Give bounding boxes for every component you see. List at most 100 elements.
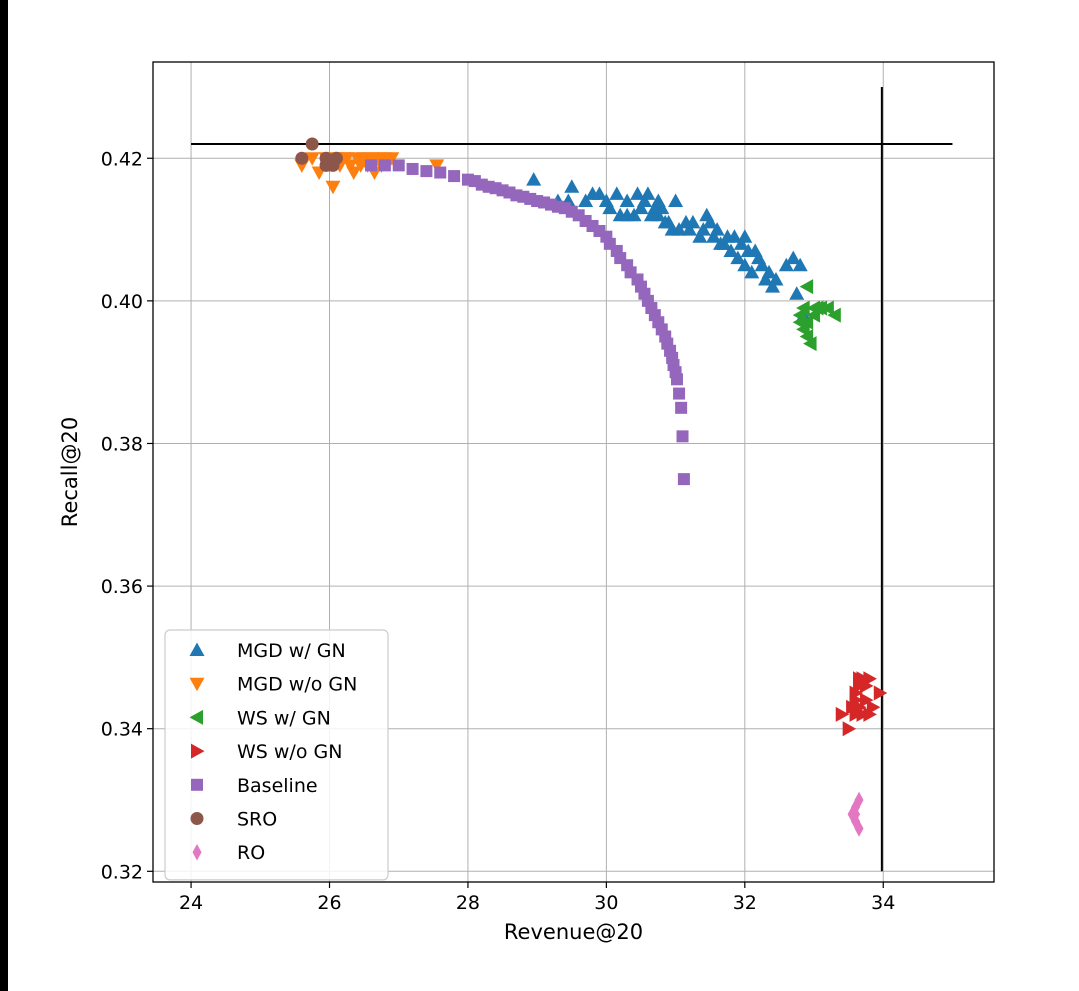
x-tick-label: 34	[871, 892, 895, 914]
point-ws-w-gn	[799, 279, 814, 295]
point-mgd-w-gn	[702, 214, 718, 229]
point-mgd-w-gn	[713, 236, 729, 250]
point-mgd-w-gn	[737, 257, 753, 272]
point-baseline	[420, 165, 433, 178]
plot-area-frame	[152, 61, 995, 883]
legend-marker-sro	[190, 812, 204, 825]
point-mgd-w-o-gn	[339, 152, 355, 166]
point-mgd-w-gn	[657, 214, 673, 229]
legend-label-mgd-w-gn: MGD w/ GN	[237, 640, 346, 662]
x-axis-label: Revenue@20	[504, 920, 643, 944]
point-baseline	[565, 205, 578, 218]
point-baseline	[434, 166, 447, 179]
point-baseline	[666, 351, 679, 364]
point-mgd-w-gn	[654, 200, 670, 215]
point-baseline	[673, 387, 686, 400]
point-baseline	[378, 159, 391, 172]
point-mgd-w-o-gn	[384, 152, 400, 166]
point-ro	[854, 820, 864, 837]
y-axis-label: Recall@20	[58, 417, 82, 527]
point-baseline	[603, 237, 616, 250]
point-baseline	[655, 323, 668, 336]
y-tick-label: 0.42	[101, 148, 143, 170]
point-mgd-w-gn	[633, 200, 649, 215]
point-ws-w-o-gn	[849, 706, 864, 722]
point-baseline	[551, 200, 564, 213]
point-baseline	[406, 162, 419, 175]
point-mgd-w-gn	[744, 264, 760, 279]
point-baseline	[676, 430, 689, 443]
point-mgd-w-o-gn	[325, 180, 341, 195]
x-tick-label: 32	[733, 892, 757, 914]
legend-label-mgd-w-o-gn: MGD w/o GN	[237, 674, 357, 696]
legend-box	[164, 629, 389, 881]
point-baseline	[496, 184, 509, 197]
point-baseline	[593, 224, 606, 237]
point-mgd-w-gn	[591, 186, 607, 200]
point-ws-w-o-gn	[835, 706, 850, 722]
point-ws-w-o-gn	[849, 685, 864, 701]
point-mgd-w-gn	[706, 229, 722, 243]
scatter-chart: 24 26 28 30 32 34 0.32 0.34 0.36 0.38 0.40 0.42 Rev…	[58, 61, 995, 944]
point-ws-w-gn	[796, 300, 810, 316]
point-sro	[326, 158, 340, 172]
legend-label-sro: SRO	[237, 809, 277, 831]
legend-label-ro: RO	[237, 842, 265, 864]
point-mgd-w-gn	[730, 250, 746, 265]
point-ws-w-o-gn	[846, 699, 860, 715]
point-baseline	[614, 252, 627, 265]
point-mgd-w-gn	[765, 279, 781, 293]
point-mgd-w-o-gn	[346, 166, 362, 181]
point-mgd-w-o-gn	[429, 159, 445, 173]
point-mgd-w-gn	[747, 243, 763, 257]
legend-label-ws-w-gn: WS w/ GN	[237, 707, 331, 729]
point-sro	[295, 151, 309, 165]
x-tick-label: 24	[179, 892, 203, 914]
legend-label-ws-w-o-gn: WS w/o GN	[237, 741, 342, 763]
point-baseline	[661, 337, 674, 350]
legend-marker-ws-w-o-gn	[191, 743, 205, 759]
point-mgd-w-gn	[768, 271, 784, 286]
point-baseline	[669, 366, 682, 379]
point-ws-w-o-gn	[866, 699, 881, 715]
point-mgd-w-gn	[758, 271, 774, 286]
point-mgd-w-gn	[626, 207, 642, 222]
point-mgd-w-gn	[630, 186, 646, 200]
series-sro	[295, 137, 343, 172]
point-mgd-w-gn	[619, 193, 635, 208]
point-baseline	[392, 159, 405, 172]
x-tick-label: 30	[594, 892, 618, 914]
point-ws-w-o-gn	[859, 692, 874, 708]
series-ws-w-o-gn	[835, 671, 888, 737]
chart-canvas: 24 26 28 30 32 34 0.32 0.34 0.36 0.38 0.40 0.42 Rev…	[8, 0, 1079, 991]
point-ws-w-o-gn	[856, 706, 870, 722]
data-points	[294, 137, 888, 837]
point-ws-w-gn	[799, 314, 814, 330]
point-mgd-w-gn	[668, 193, 684, 208]
point-baseline	[482, 180, 495, 193]
point-baseline	[648, 309, 661, 322]
y-tick-label: 0.32	[101, 861, 143, 883]
point-mgd-w-gn	[754, 257, 770, 272]
point-sro	[305, 137, 319, 151]
point-ws-w-o-gn	[853, 671, 867, 687]
point-mgd-w-gn	[671, 222, 687, 236]
legend-marker-ws-w-gn	[189, 709, 203, 725]
legend-marker-mgd-w-gn	[189, 642, 205, 656]
point-mgd-w-gn	[709, 222, 725, 236]
point-baseline	[677, 473, 690, 486]
point-mgd-w-gn	[789, 286, 805, 300]
legend-marker-baseline	[191, 778, 203, 791]
point-mgd-w-gn	[685, 214, 701, 229]
point-mgd-w-gn	[602, 200, 618, 215]
point-ro	[851, 806, 861, 823]
point-mgd-w-gn	[723, 243, 739, 257]
y-tick-label: 0.40	[101, 291, 143, 313]
point-mgd-w-gn	[640, 186, 656, 200]
series-ro	[847, 791, 864, 837]
point-mgd-w-gn	[792, 257, 808, 272]
point-ws-w-o-gn	[842, 721, 857, 737]
series-ws-w-gn	[792, 279, 841, 352]
point-ws-w-gn	[792, 314, 807, 330]
series-baseline	[365, 159, 690, 486]
